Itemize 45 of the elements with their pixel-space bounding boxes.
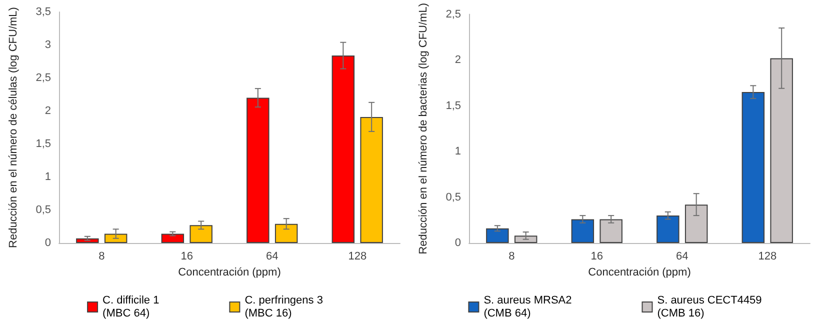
x-tick-label: 8 bbox=[508, 250, 515, 262]
x-axis-title: Concentración (ppm) bbox=[178, 266, 281, 278]
bar bbox=[274, 224, 298, 243]
bar bbox=[161, 234, 184, 243]
bar bbox=[770, 58, 793, 243]
bar bbox=[246, 98, 270, 243]
y-tick-label: 2 bbox=[454, 54, 461, 66]
x-axis-title: Concentración (ppm) bbox=[588, 266, 691, 278]
x-tick-label: 16 bbox=[590, 250, 603, 262]
y-tick-label: 1 bbox=[454, 146, 461, 158]
y-tick-label: 0,5 bbox=[446, 191, 461, 204]
bar bbox=[514, 236, 538, 243]
y-tick-label: 0 bbox=[44, 237, 51, 249]
y-tick-label: 2,5 bbox=[36, 72, 51, 84]
bar bbox=[332, 56, 355, 243]
x-tick-label: 64 bbox=[266, 250, 278, 262]
bar bbox=[486, 228, 509, 243]
y-tick-label: 1 bbox=[44, 171, 51, 183]
bar bbox=[600, 219, 622, 243]
x-tick-label: 16 bbox=[180, 250, 193, 262]
legend-label: S. aureus MRSA2 (CMB 64) bbox=[484, 294, 572, 320]
x-tick-label: 128 bbox=[348, 250, 367, 262]
legend-label: C. difficile 1 (MBC 64) bbox=[102, 294, 160, 320]
bar bbox=[360, 116, 383, 243]
y-tick-label: 0 bbox=[454, 237, 461, 249]
bar bbox=[571, 219, 594, 243]
bar bbox=[104, 234, 128, 243]
y-axis-title: Reducción en el número de células (log CFU/mL) bbox=[8, 7, 20, 248]
legend-label: S. aureus CECT4459 (CMB 16) bbox=[657, 294, 762, 320]
legend-label: C. perfringens 3 (MBC 16) bbox=[244, 294, 323, 320]
bar bbox=[190, 225, 212, 243]
x-tick-label: 128 bbox=[758, 250, 777, 262]
y-tick-label: 3,5 bbox=[36, 6, 51, 18]
bar bbox=[742, 92, 765, 243]
y-tick-label: 2 bbox=[44, 105, 51, 117]
bar bbox=[656, 216, 680, 243]
x-tick-label: 8 bbox=[98, 250, 105, 262]
bar bbox=[684, 204, 708, 243]
y-tick-label: 1,5 bbox=[36, 138, 51, 150]
y-tick-label: 0,5 bbox=[36, 204, 51, 216]
x-tick-label: 64 bbox=[676, 250, 688, 262]
y-tick-label: 3 bbox=[44, 39, 51, 51]
y-tick-label: 2,5 bbox=[446, 8, 461, 20]
y-axis-title: Reducción en el número de bacterias (log CFU/mL) bbox=[418, 3, 430, 254]
y-tick-label: 1,5 bbox=[446, 100, 461, 112]
